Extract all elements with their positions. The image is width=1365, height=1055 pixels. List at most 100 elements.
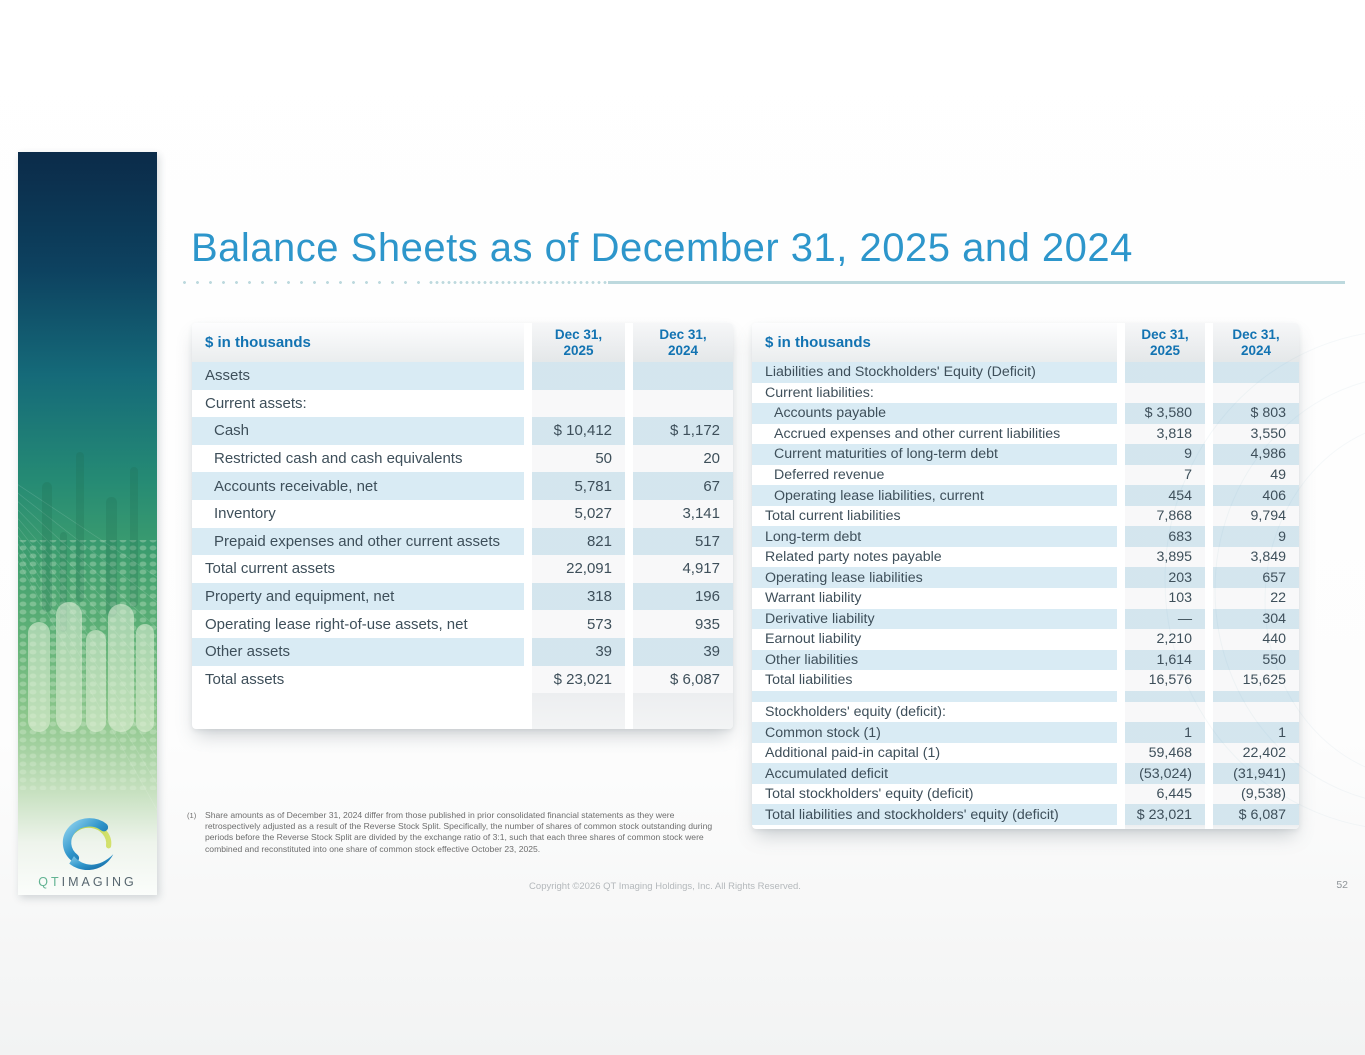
value-2024: 440 — [1213, 629, 1299, 650]
value-2025: 203 — [1125, 567, 1205, 589]
column-gutter — [524, 472, 532, 500]
table-row: Assets — [192, 362, 733, 390]
row-label: Common stock (1) — [752, 722, 1117, 743]
table-row: Accrued expenses and other current liabi… — [752, 423, 1299, 445]
table-row: Operating lease liabilities 203 657 — [752, 567, 1299, 589]
table-row: Accounts receivable, net 5,781 67 — [192, 472, 733, 500]
column-gutter — [1205, 444, 1213, 465]
row-label: Inventory — [214, 505, 276, 523]
table-row: Earnout liability 2,210 440 — [752, 629, 1299, 650]
column-gutter — [524, 610, 532, 638]
value-2024: 9,794 — [1213, 505, 1299, 527]
column-gutter — [1205, 690, 1213, 702]
value-2025: — — [1125, 608, 1205, 630]
column-gutter — [1205, 403, 1213, 424]
table-body: Assets Current assets: Cash $ 10,412 $ 1,172… — [192, 362, 733, 694]
column-gutter — [1205, 382, 1213, 404]
value-2024: 3,849 — [1213, 546, 1299, 568]
row-label: Other liabilities — [752, 649, 1117, 671]
value-2024: 3,141 — [633, 499, 733, 528]
value-2025: 683 — [1125, 526, 1205, 547]
column-gutter — [1117, 783, 1125, 805]
value-2025: 9 — [1125, 444, 1205, 465]
column-gutter — [625, 637, 633, 666]
table-body: Liabilities and Stockholders' Equity (De… — [752, 362, 1299, 826]
column-gutter — [1205, 649, 1213, 671]
value-2024: (9,538) — [1213, 783, 1299, 805]
value-2025: 50 — [532, 444, 625, 473]
logo-q-icon — [62, 818, 113, 871]
liabilities-equity-table: $ in thousands Dec 31, 2025 Dec 31, 2024 L… — [752, 323, 1299, 830]
column-gutter — [625, 417, 633, 445]
value-2024: 9 — [1213, 526, 1299, 547]
table-row: Additional paid-in capital (1) 59,468 22,4… — [752, 742, 1299, 764]
light-silhouettes — [28, 602, 154, 732]
row-label: Current liabilities: — [765, 384, 874, 401]
column-gutter — [1117, 701, 1125, 723]
column-gutter — [1117, 608, 1125, 630]
col-header-2024: Dec 31, 2024 — [633, 323, 733, 362]
unit-label: $ in thousands — [765, 334, 871, 351]
column-gutter — [625, 582, 633, 611]
col-header-2024: Dec 31, 2024 — [1213, 323, 1299, 362]
column-gutter — [1117, 323, 1125, 362]
row-label: Operating lease liabilities, current — [752, 485, 1117, 506]
value-2024 — [1213, 701, 1299, 723]
value-2025 — [1125, 690, 1205, 702]
row-label: Current maturities of long-term debt — [752, 444, 1117, 465]
value-2025 — [1125, 382, 1205, 404]
row-label: Accounts receivable, net — [192, 472, 524, 500]
value-2025: 1 — [1125, 722, 1205, 743]
table-row: Prepaid expenses and other current asset… — [192, 527, 733, 556]
col-header-2025: Dec 31, 2025 — [1125, 323, 1205, 362]
column-gutter — [1205, 763, 1213, 784]
column-gutter — [1205, 485, 1213, 506]
column-gutter — [1205, 567, 1213, 589]
row-label: Restricted cash and cash equivalents — [214, 450, 463, 468]
table-row: Deferred revenue 7 49 — [752, 464, 1299, 486]
row-label: Operating lease liabilities — [752, 567, 1117, 589]
table-row: Operating lease right-of-use assets, net… — [192, 610, 733, 638]
table-row: Restricted cash and cash equivalents 50 20 — [192, 444, 733, 473]
column-gutter — [524, 582, 532, 611]
column-gutter — [1205, 323, 1213, 362]
table-row: Long-term debt 683 9 — [752, 526, 1299, 547]
value-2025: 3,895 — [1125, 546, 1205, 568]
row-label: Assets — [192, 362, 524, 390]
column-gutter — [1205, 742, 1213, 764]
value-2025: 821 — [532, 527, 625, 556]
column-gutter — [524, 362, 532, 390]
sidebar-gradient-art — [18, 152, 157, 895]
row-label: Long-term debt — [752, 526, 1117, 547]
value-2024: (31,941) — [1213, 763, 1299, 784]
column-gutter — [1205, 362, 1213, 383]
column-gutter — [524, 499, 532, 528]
column-gutter — [524, 417, 532, 445]
column-gutter — [1117, 763, 1125, 784]
value-2025: (53,024) — [1125, 763, 1205, 784]
value-2024: 550 — [1213, 649, 1299, 671]
value-2025: 103 — [1125, 588, 1205, 609]
value-2024: $ 803 — [1213, 403, 1299, 424]
page-number: 52 — [1336, 879, 1348, 891]
table-row: Cash $ 10,412 $ 1,172 — [192, 417, 733, 445]
column-gutter — [1117, 742, 1125, 764]
column-gutter — [625, 499, 633, 528]
table-filler — [752, 825, 1299, 830]
row-label: Additional paid-in capital (1) — [765, 745, 941, 762]
column-gutter — [1117, 423, 1125, 445]
column-gutter — [524, 389, 532, 418]
value-2024: 517 — [633, 527, 733, 556]
column-gutter — [1117, 505, 1125, 527]
footnote: (1) Share amounts as of December 31, 202… — [187, 810, 717, 855]
column-gutter — [1205, 629, 1213, 650]
column-gutter — [1117, 362, 1125, 383]
value-2024: 657 — [1213, 567, 1299, 589]
column-gutter — [625, 444, 633, 473]
column-gutter — [1117, 670, 1125, 691]
col-header-2025: Dec 31, 2025 — [532, 323, 625, 362]
value-2024: $ 6,087 — [1213, 804, 1299, 826]
value-2025: 39 — [532, 637, 625, 666]
value-2024: 15,625 — [1213, 670, 1299, 691]
row-label: Stockholders' equity (deficit): — [765, 704, 946, 721]
